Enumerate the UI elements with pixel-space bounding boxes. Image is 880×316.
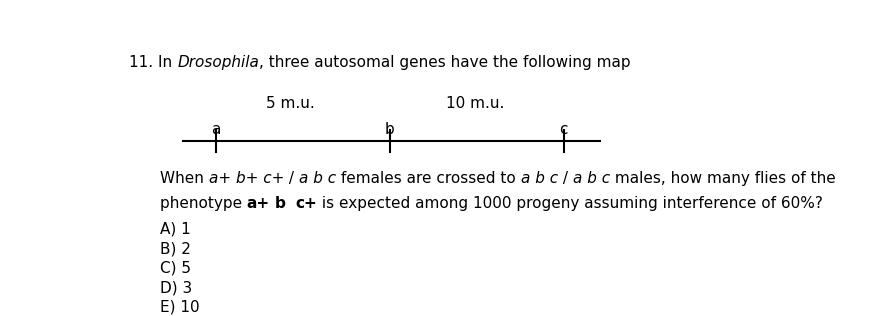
Text: E) 10: E) 10 xyxy=(160,300,200,314)
Text: /: / xyxy=(284,171,299,185)
Text: Drosophila: Drosophila xyxy=(177,55,259,70)
Text: /: / xyxy=(558,171,573,185)
Text: females are crossed to: females are crossed to xyxy=(336,171,521,185)
Text: a+: a+ xyxy=(246,196,270,211)
Text: B) 2: B) 2 xyxy=(160,241,191,256)
Text: males, how many flies of the: males, how many flies of the xyxy=(610,171,835,185)
Text: b: b xyxy=(385,122,394,137)
Text: a: a xyxy=(211,122,220,137)
Text: a b c: a b c xyxy=(299,171,336,185)
Text: c: c xyxy=(560,122,568,137)
Text: a b c: a b c xyxy=(521,171,558,185)
Text: c+: c+ xyxy=(296,196,317,211)
Text: 11. In: 11. In xyxy=(129,55,177,70)
Text: a b c: a b c xyxy=(573,171,610,185)
Text: 5 m.u.: 5 m.u. xyxy=(267,96,315,111)
Text: A) 1: A) 1 xyxy=(160,222,191,237)
Text: a+ b+ c+: a+ b+ c+ xyxy=(209,171,284,185)
Text: b: b xyxy=(275,196,286,211)
Text: , three autosomal genes have the following map: , three autosomal genes have the followi… xyxy=(259,55,631,70)
Text: When: When xyxy=(160,171,209,185)
Text: D) 3: D) 3 xyxy=(160,280,192,295)
Text: phenotype: phenotype xyxy=(160,196,246,211)
Text: is expected among 1000 progeny assuming interference of 60%?: is expected among 1000 progeny assuming … xyxy=(317,196,823,211)
Text: 10 m.u.: 10 m.u. xyxy=(445,96,504,111)
Text: C) 5: C) 5 xyxy=(160,261,191,276)
